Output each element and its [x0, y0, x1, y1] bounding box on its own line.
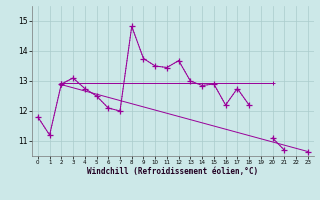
X-axis label: Windchill (Refroidissement éolien,°C): Windchill (Refroidissement éolien,°C)	[87, 167, 258, 176]
